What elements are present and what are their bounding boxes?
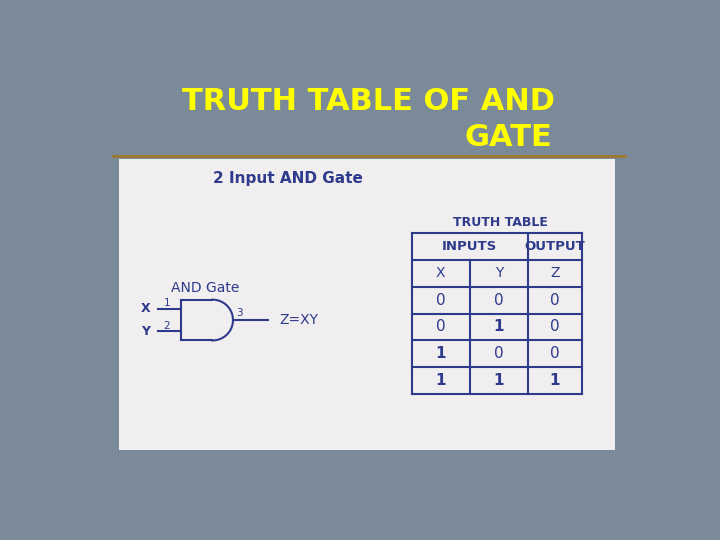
Text: Z: Z [550, 266, 559, 280]
Text: Z=XY: Z=XY [279, 313, 318, 327]
Text: X: X [436, 266, 446, 280]
Text: 1: 1 [494, 320, 504, 334]
Text: OUTPUT: OUTPUT [525, 240, 585, 253]
Text: 2 Input AND Gate: 2 Input AND Gate [212, 171, 363, 186]
Text: 1: 1 [436, 347, 446, 361]
FancyBboxPatch shape [120, 159, 616, 450]
Text: Y: Y [141, 325, 150, 338]
Text: 0: 0 [494, 293, 503, 308]
Text: GATE: GATE [464, 124, 552, 152]
Text: 1: 1 [550, 373, 560, 388]
Text: TRUTH TABLE: TRUTH TABLE [454, 216, 548, 229]
Text: X: X [141, 302, 150, 315]
Text: TRUTH TABLE OF AND: TRUTH TABLE OF AND [182, 87, 556, 116]
Text: 0: 0 [436, 320, 446, 334]
Text: Y: Y [495, 266, 503, 280]
Text: 1: 1 [436, 373, 446, 388]
Text: 0: 0 [436, 293, 446, 308]
Text: 0: 0 [550, 320, 560, 334]
Text: 1: 1 [494, 373, 504, 388]
Text: 0: 0 [550, 347, 560, 361]
Text: 0: 0 [494, 347, 503, 361]
Text: 0: 0 [550, 293, 560, 308]
Text: 1: 1 [163, 299, 170, 308]
Text: AND Gate: AND Gate [171, 281, 239, 295]
Text: 3: 3 [236, 308, 243, 318]
Text: 2: 2 [163, 321, 170, 331]
Text: INPUTS: INPUTS [442, 240, 498, 253]
